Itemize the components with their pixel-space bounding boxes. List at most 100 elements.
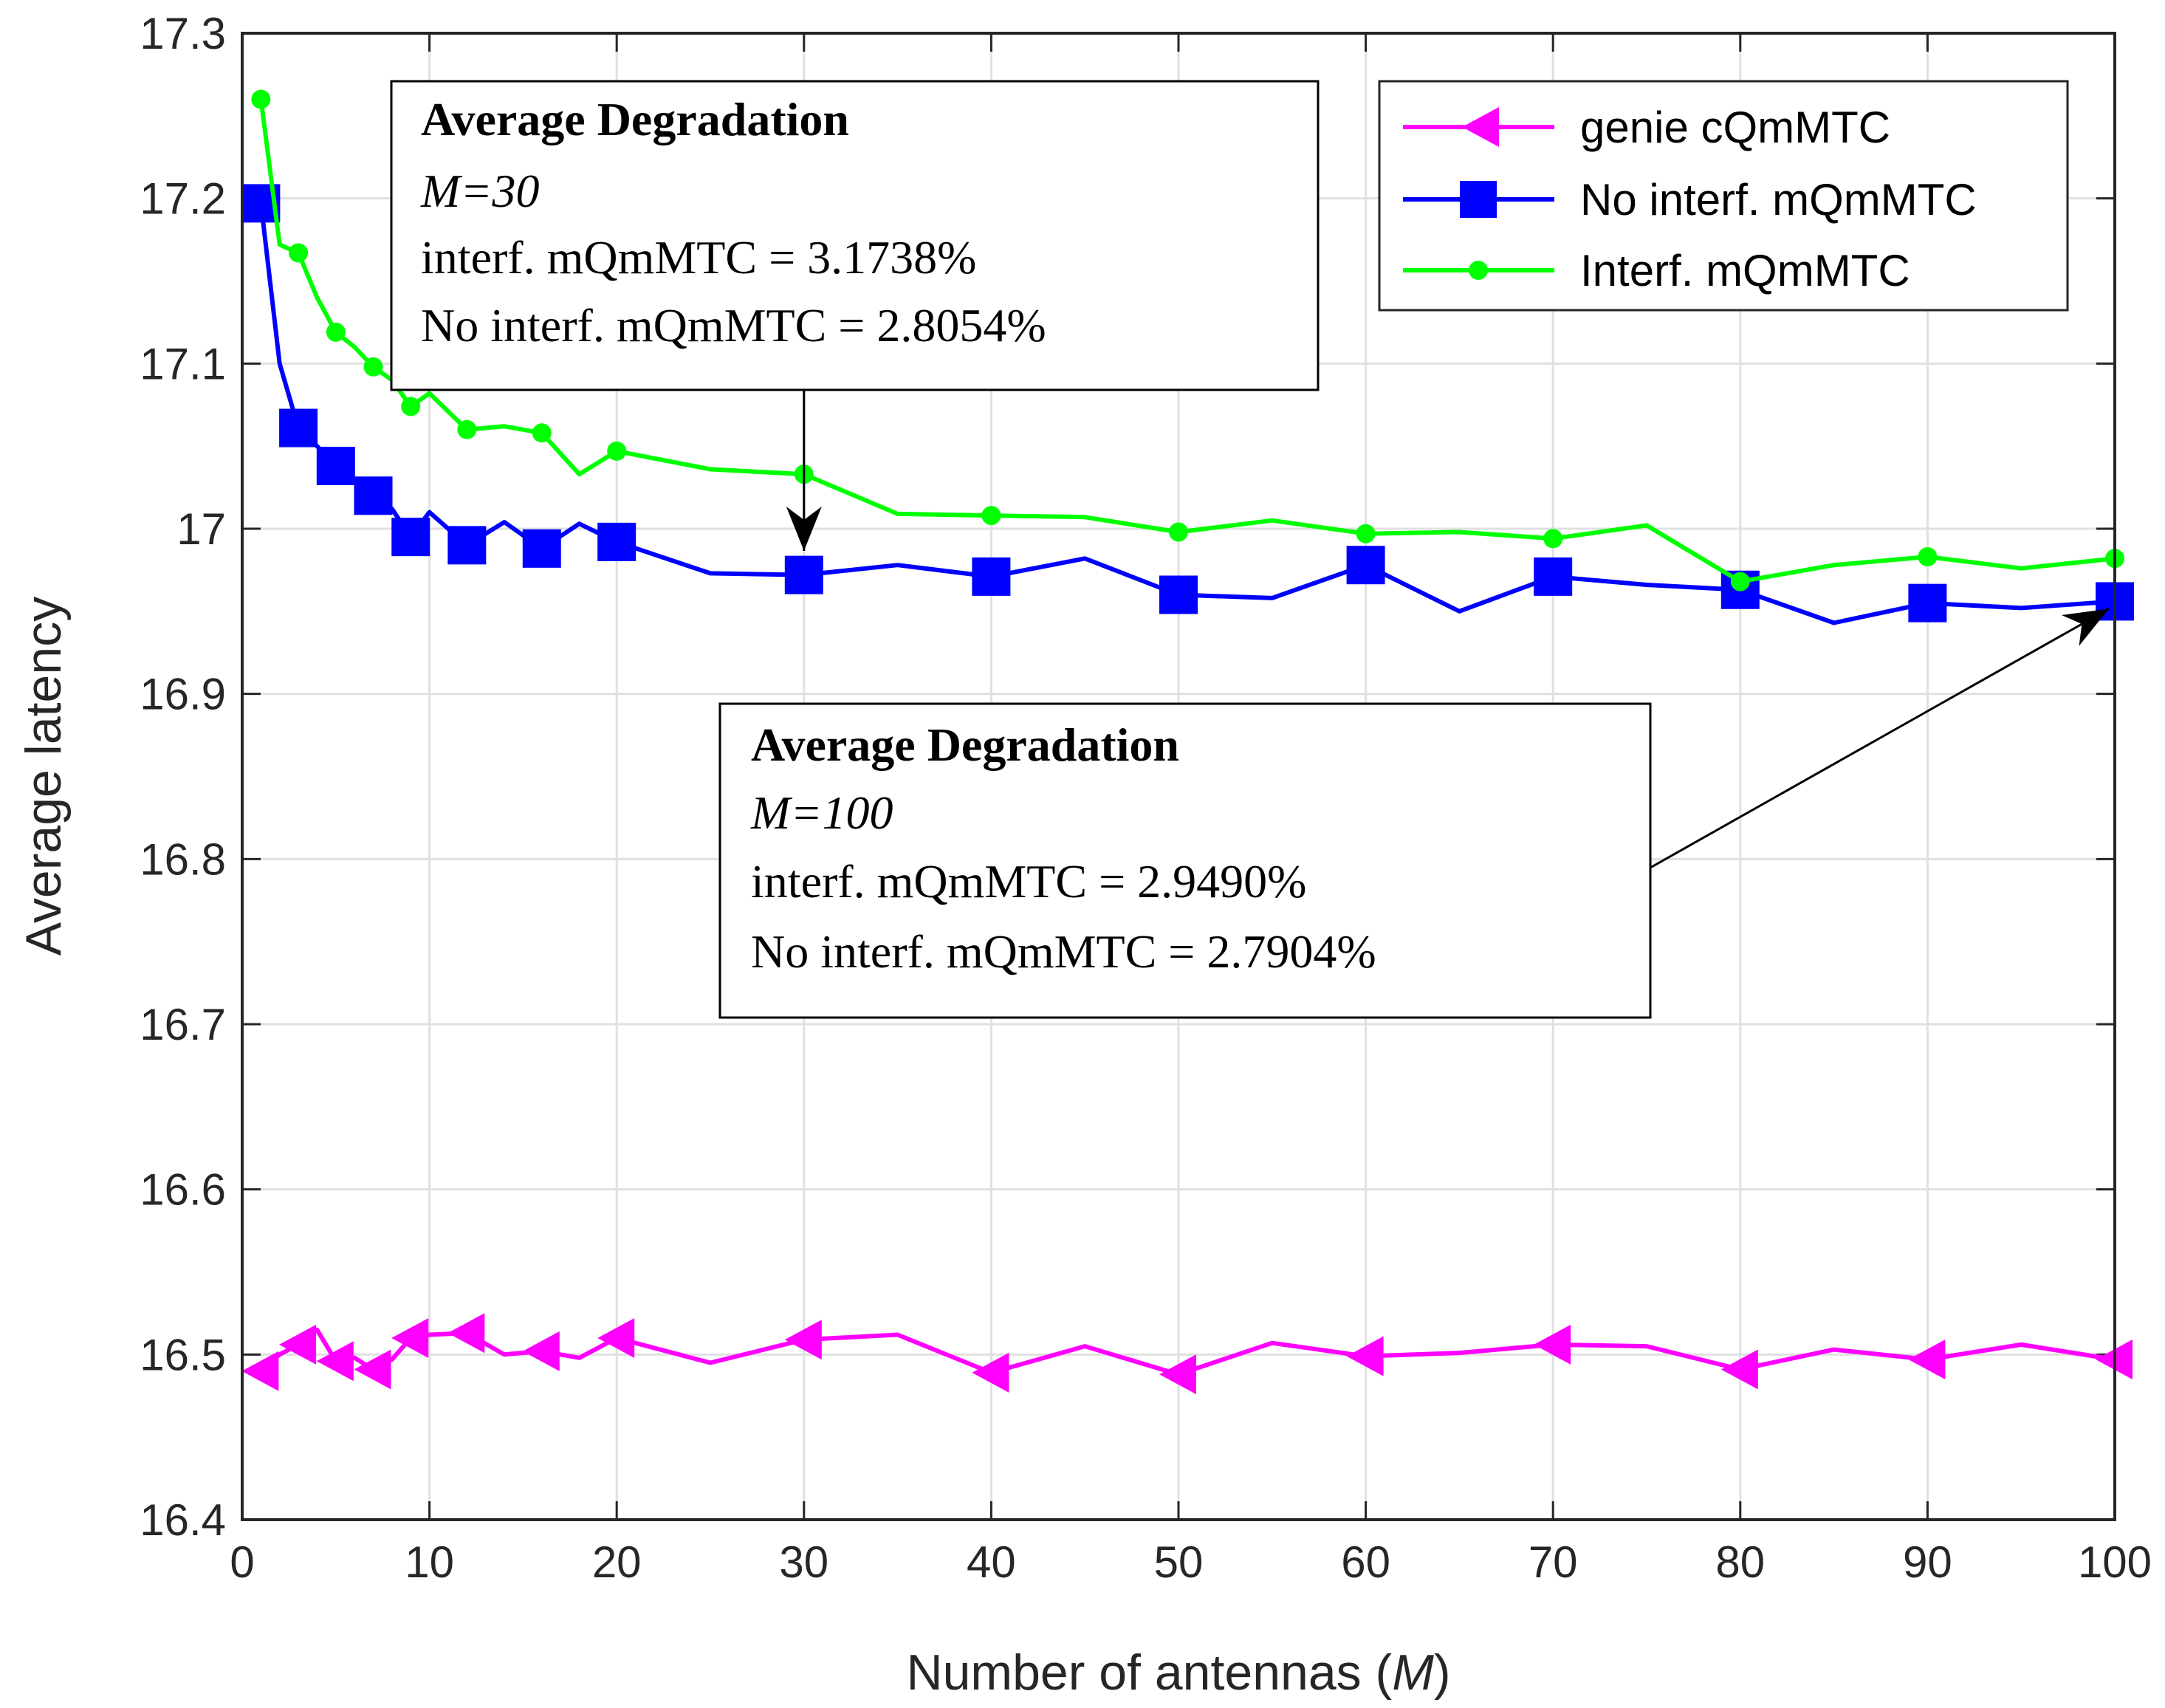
series-interf-mqmmtc: [251, 89, 2124, 591]
legend-item-genie: genie cQmMTC: [1403, 103, 1890, 152]
data-point-no-interf-mqmmtc: [1159, 575, 1198, 614]
annotation-m100-arrow-shaft: [1650, 608, 2110, 869]
data-point-interf-mqmmtc: [532, 423, 552, 443]
data-point-no-interf-mqmmtc: [316, 447, 355, 486]
x-tick-label: 0: [230, 1537, 254, 1587]
legend-marker-interf: [1469, 261, 1488, 280]
y-tick-label: 17.3: [140, 9, 226, 58]
data-point-genie-cqmmtc: [391, 1317, 429, 1358]
series-no-interf-mqmmtc: [241, 184, 2134, 625]
data-point-interf-mqmmtc: [1918, 547, 1938, 567]
y-axis-label: Average latency: [16, 597, 72, 956]
legend-item-no-interf: No interf. mQmMTC: [1403, 175, 1977, 224]
data-point-genie-cqmmtc: [1346, 1336, 1384, 1376]
data-point-no-interf-mqmmtc: [1534, 557, 1573, 596]
annotation-m100-line1: interf. mQmMTC = 2.9490%: [751, 855, 1306, 908]
data-point-genie-cqmmtc: [447, 1313, 485, 1354]
data-point-genie-cqmmtc: [972, 1352, 1009, 1393]
y-tick-label: 17.2: [140, 174, 226, 224]
data-point-no-interf-mqmmtc: [522, 529, 561, 568]
data-point-interf-mqmmtc: [1730, 572, 1750, 591]
legend: genie cQmMTC No interf. mQmMTC Interf. m…: [1378, 80, 2069, 312]
y-tick-label: 16.6: [140, 1165, 226, 1215]
x-tick-label: 10: [405, 1537, 454, 1587]
y-tick-label: 16.4: [140, 1495, 226, 1545]
series-line-interf-mqmmtc: [258, 99, 2116, 584]
data-point-interf-mqmmtc: [457, 419, 477, 439]
x-tick-label: 50: [1154, 1537, 1204, 1587]
data-point-genie-cqmmtc: [597, 1317, 635, 1358]
legend-marker-no-interf: [1460, 181, 1497, 218]
y-tick-label: 17: [176, 504, 226, 554]
data-point-interf-mqmmtc: [289, 243, 309, 263]
data-point-genie-cqmmtc: [1534, 1324, 1571, 1365]
x-tick-label: 100: [2078, 1537, 2152, 1587]
data-point-genie-cqmmtc: [1908, 1340, 1946, 1380]
data-point-interf-mqmmtc: [1543, 529, 1563, 549]
annotation-m30-line1: interf. mQmMTC = 3.1738%: [421, 231, 976, 284]
data-point-interf-mqmmtc: [1169, 522, 1188, 542]
data-point-interf-mqmmtc: [401, 397, 421, 416]
annotation-m100-title: Average Degradation: [751, 718, 1179, 771]
series-lines: [241, 89, 2134, 1395]
x-tick-label: 60: [1341, 1537, 1390, 1587]
legend-label-no-interf: No interf. mQmMTC: [1580, 175, 1977, 224]
data-point-no-interf-mqmmtc: [1346, 546, 1385, 585]
y-tick-label: 16.7: [140, 1000, 226, 1049]
data-point-genie-cqmmtc: [241, 1351, 279, 1391]
x-tick-label: 70: [1528, 1537, 1578, 1587]
data-point-no-interf-mqmmtc: [354, 476, 393, 515]
legend-item-interf: Interf. mQmMTC: [1403, 246, 1910, 295]
x-tick-labels: 0 10 20 30 40 50 60 70 80 90 100: [230, 1537, 2152, 1587]
legend-label-genie: genie cQmMTC: [1580, 103, 1890, 152]
y-tick-label: 17.1: [140, 339, 226, 388]
data-point-interf-mqmmtc: [363, 357, 383, 377]
data-point-interf-mqmmtc: [326, 322, 346, 342]
x-tick-label: 40: [967, 1537, 1016, 1587]
annotation-m100-arrow: [1650, 608, 2110, 869]
x-tick-label: 20: [592, 1537, 642, 1587]
annotation-m30-subtitle: M=30: [420, 165, 540, 217]
x-tick-label: 30: [779, 1537, 828, 1587]
data-point-interf-mqmmtc: [607, 441, 627, 461]
annotation-m100-line2: No interf. mQmMTC = 2.7904%: [751, 925, 1376, 978]
series-genie-cqmmtc: [241, 1313, 2133, 1395]
annotation-m100-subtitle: M=100: [750, 786, 893, 839]
data-point-no-interf-mqmmtc: [597, 522, 637, 561]
annotation-m30: Average Degradation M=30 interf. mQmMTC …: [390, 80, 1320, 391]
data-point-genie-cqmmtc: [279, 1324, 317, 1365]
x-tick-label: 90: [1903, 1537, 1952, 1587]
annotation-m100: Average Degradation M=100 interf. mQmMTC…: [718, 702, 1652, 1019]
y-tick-label: 16.9: [140, 670, 226, 719]
legend-label-interf: Interf. mQmMTC: [1580, 246, 1910, 295]
annotation-m30-line2: No interf. mQmMTC = 2.8054%: [421, 299, 1046, 351]
data-point-no-interf-mqmmtc: [279, 408, 318, 447]
y-tick-label: 16.8: [140, 834, 226, 884]
data-point-genie-cqmmtc: [1720, 1349, 1758, 1390]
y-tick-label: 16.5: [140, 1330, 226, 1379]
data-point-interf-mqmmtc: [981, 506, 1001, 526]
data-point-genie-cqmmtc: [354, 1349, 391, 1390]
data-point-genie-cqmmtc: [316, 1341, 354, 1382]
data-point-no-interf-mqmmtc: [391, 518, 430, 557]
plot-frame: [241, 32, 2116, 1521]
data-point-genie-cqmmtc: [1159, 1354, 1196, 1395]
data-point-no-interf-mqmmtc: [784, 555, 823, 594]
annotation-m100-arrow-head: [2061, 608, 2109, 646]
data-point-no-interf-mqmmtc: [972, 557, 1011, 596]
data-point-interf-mqmmtc: [1356, 524, 1376, 543]
x-axis-label: Number of antennas (M): [907, 1644, 1451, 1701]
data-point-interf-mqmmtc: [251, 89, 271, 109]
data-point-no-interf-mqmmtc: [1908, 583, 1947, 623]
annotation-m30-arrow: [786, 390, 822, 551]
annotation-m30-arrow-head: [786, 507, 822, 551]
y-tick-labels: 16.4 16.5 16.6 16.7 16.8 16.9 17 17.1 17.2 17.3: [140, 9, 226, 1545]
data-point-no-interf-mqmmtc: [447, 526, 487, 565]
annotation-m30-box: [390, 80, 1320, 391]
legend-marker-genie: [1462, 107, 1499, 147]
series-line-genie-cqmmtc: [259, 1327, 2116, 1377]
x-tick-label: 80: [1715, 1537, 1765, 1587]
annotation-m30-title: Average Degradation: [421, 93, 849, 145]
annotation-m100-box: [718, 702, 1652, 1019]
